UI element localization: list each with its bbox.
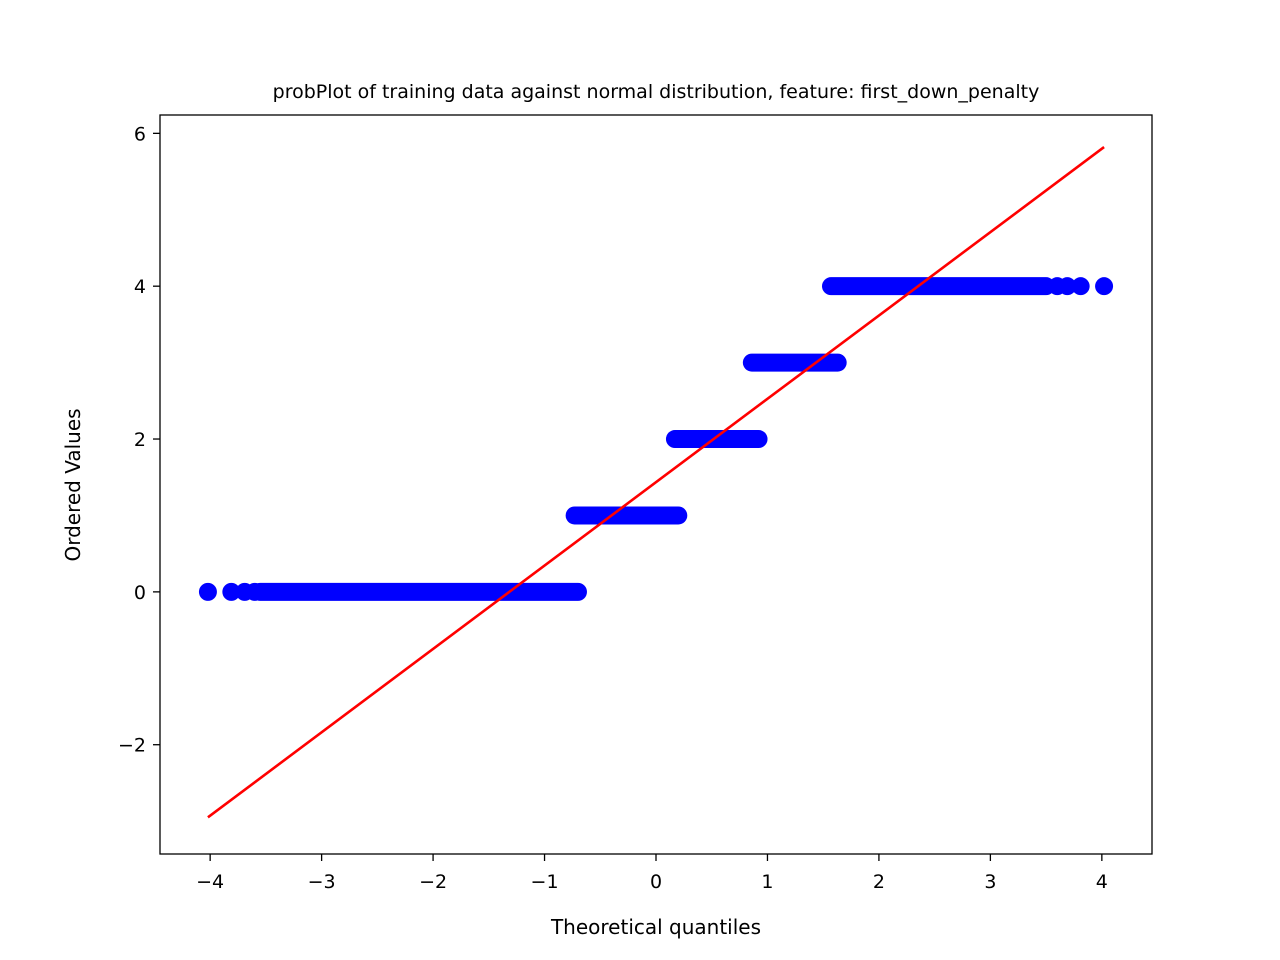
data-point-0 xyxy=(198,582,217,601)
x-tick-label: −2 xyxy=(419,871,447,893)
y-tick-label: 4 xyxy=(134,276,146,298)
y-tick-label: 0 xyxy=(134,582,146,604)
x-tick-label: −1 xyxy=(531,871,559,893)
x-axis: −4 −3 −2 −1 0 1 2 3 4 xyxy=(196,854,1108,893)
x-tick-label: 2 xyxy=(873,871,885,893)
data-point-5 xyxy=(1058,277,1077,296)
data-point-1 xyxy=(222,582,241,601)
y-tick-label: −2 xyxy=(118,735,146,757)
x-tick-label: 3 xyxy=(984,871,996,893)
chart-title: probPlot of training data against normal… xyxy=(273,81,1040,103)
y-axis: −2 0 2 4 6 xyxy=(118,123,160,757)
chart-marks xyxy=(198,146,1114,819)
x-axis-label: Theoretical quantiles xyxy=(550,915,761,939)
fit-line xyxy=(207,146,1105,819)
y-tick-label: 6 xyxy=(134,123,146,145)
y-axis-label: Ordered Values xyxy=(61,408,85,561)
data-point-7 xyxy=(1095,277,1114,296)
x-tick-label: 0 xyxy=(650,871,662,893)
x-tick-label: 4 xyxy=(1096,871,1108,893)
x-tick-label: −3 xyxy=(308,871,336,893)
data-point-6 xyxy=(1071,277,1090,296)
x-tick-label: 1 xyxy=(761,871,773,893)
data-point-3 xyxy=(245,582,264,601)
y-tick-label: 2 xyxy=(134,429,146,451)
x-tick-label: −4 xyxy=(196,871,224,893)
